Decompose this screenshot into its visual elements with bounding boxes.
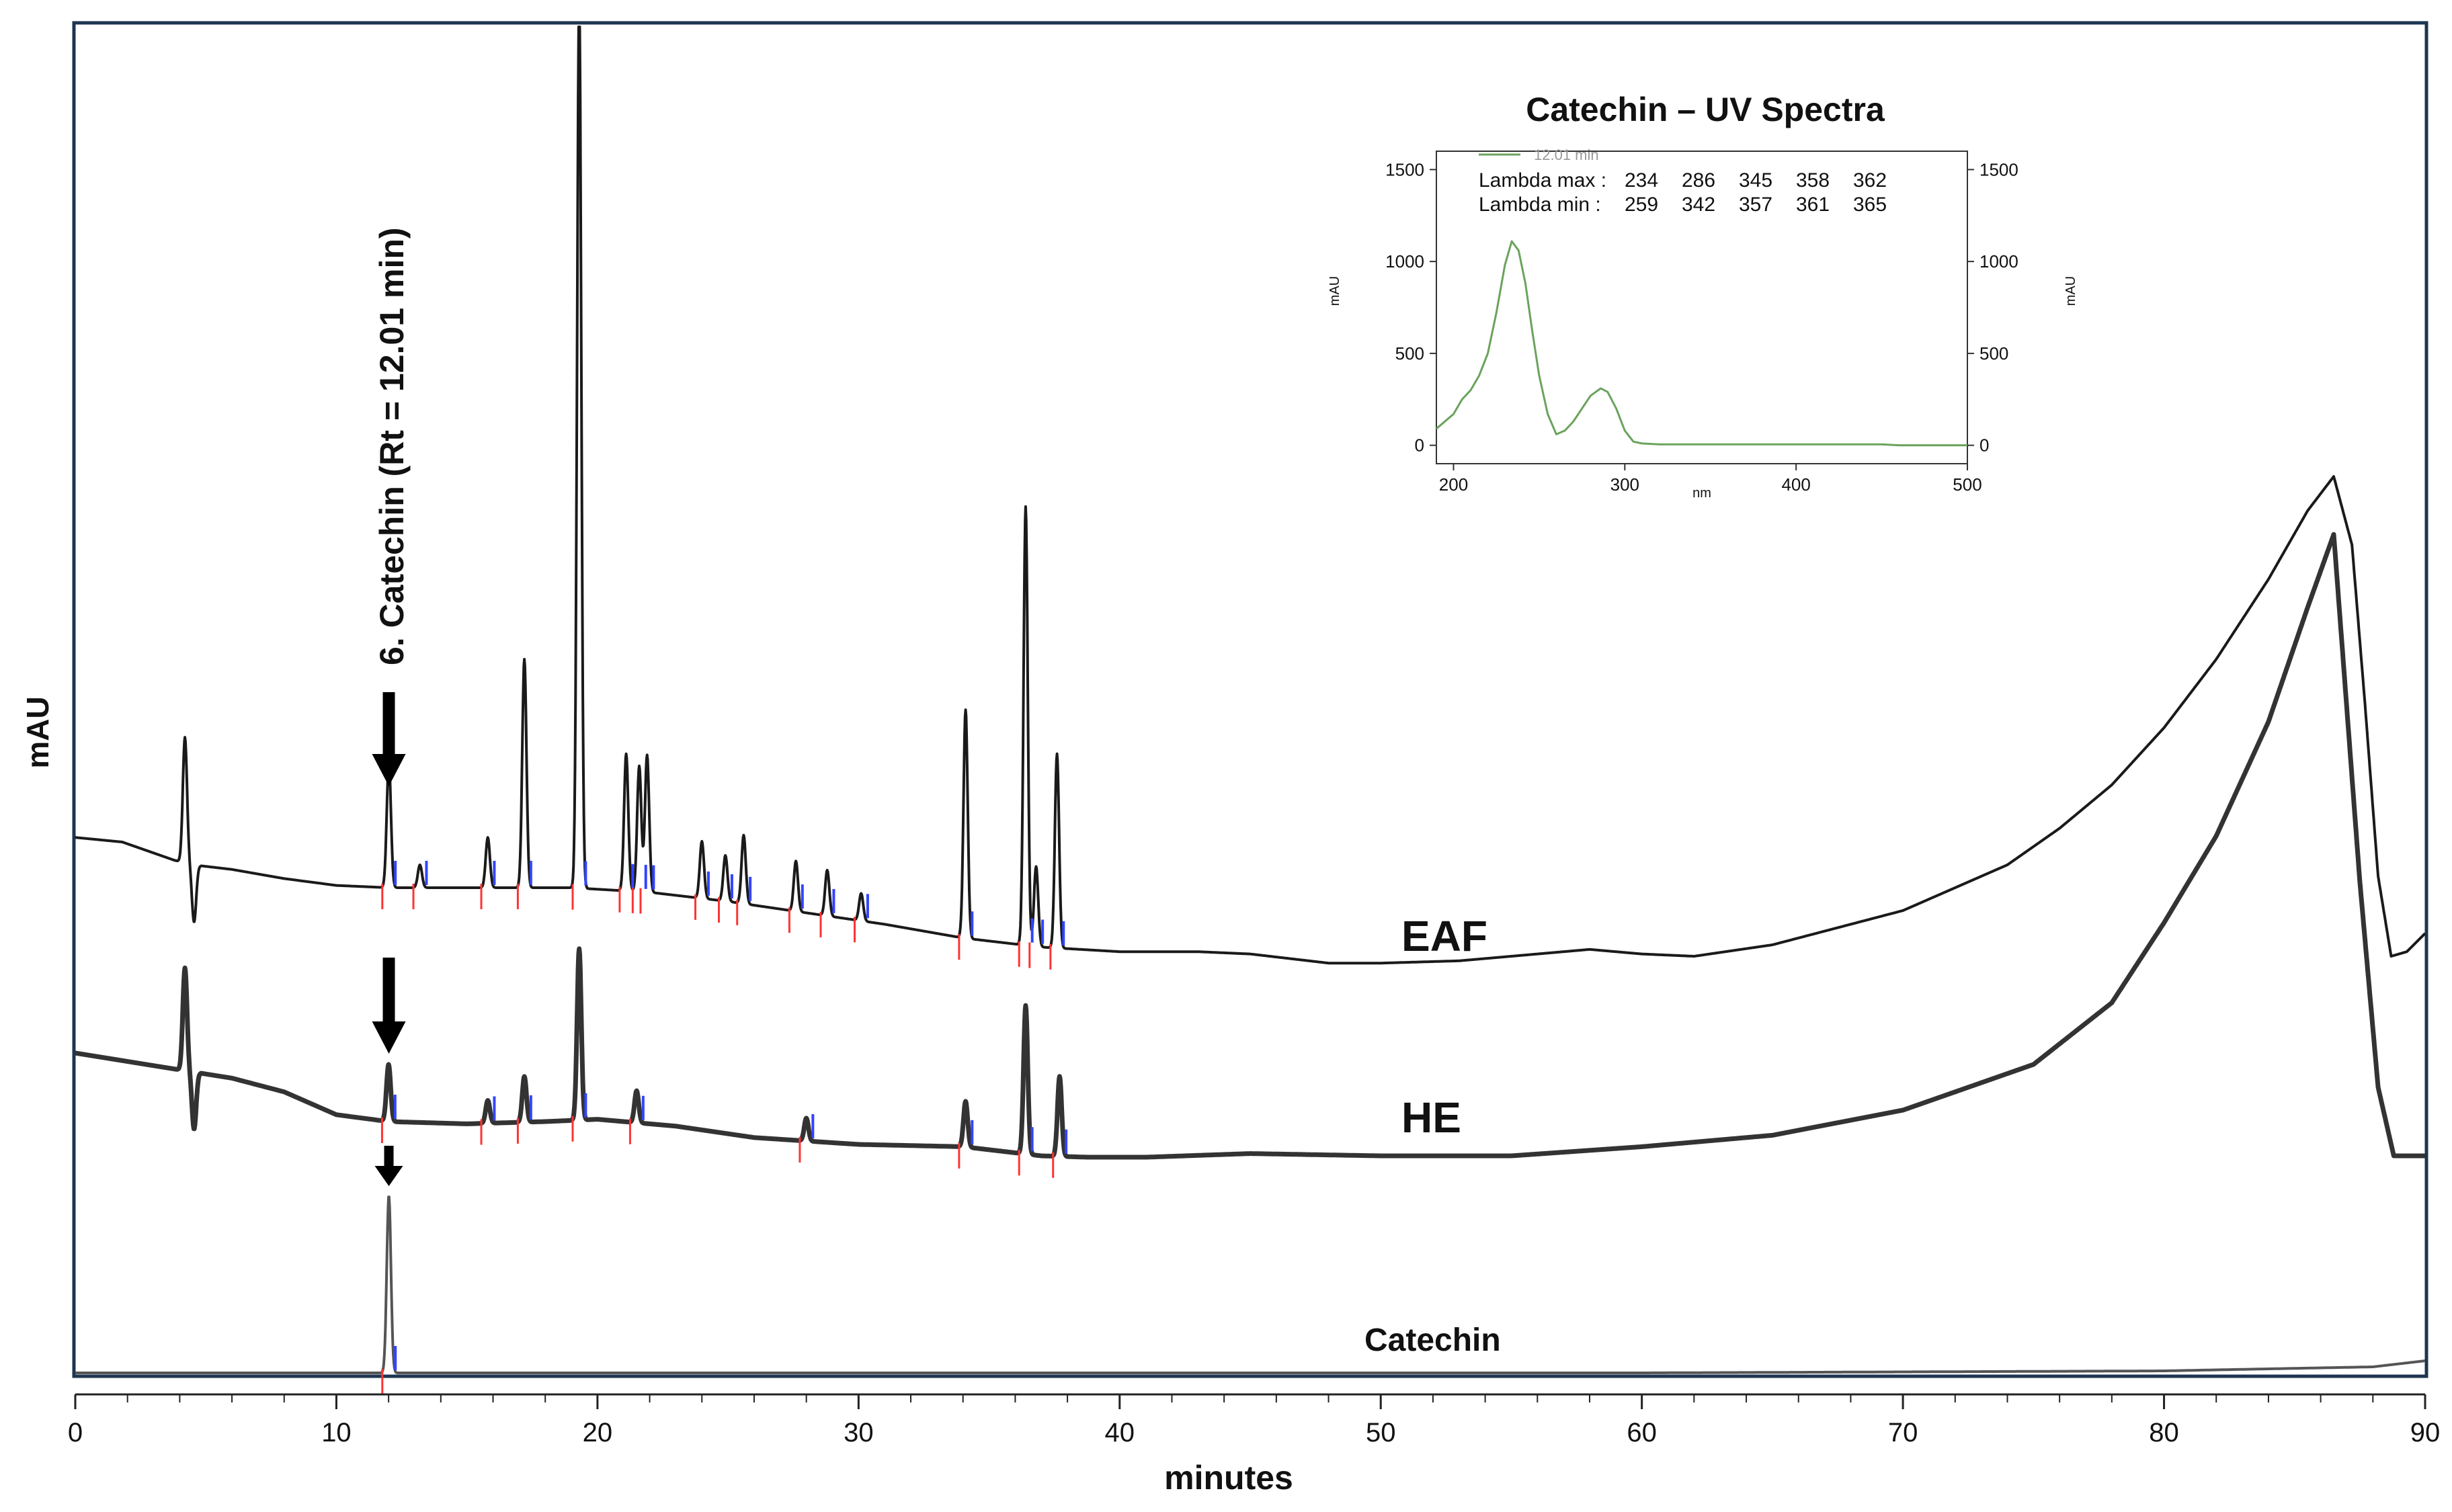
lambda-value: 358 <box>1796 169 1830 192</box>
inset-y-tick-label-right: 0 <box>1979 435 1989 456</box>
inset-plot-frame <box>1436 151 1968 464</box>
lambda-value: 362 <box>1853 169 1887 192</box>
trace-catechin <box>74 1195 2426 1374</box>
x-tick-label: 30 <box>844 1418 874 1447</box>
inset-x-tick-label: 300 <box>1610 474 1639 495</box>
x-tick-label: 60 <box>1627 1418 1657 1447</box>
inset-y-tick-label-right: 1000 <box>1979 251 2018 271</box>
x-axis: 0 10 20 30 40 50 60 70 80 90 <box>68 1393 2441 1447</box>
uv-spectrum-inset: Catechin – UV Spectra 200 300 400 500 0 0 500 5… <box>1327 91 2078 501</box>
inset-x-tick-label: 200 <box>1439 474 1468 495</box>
main-traces <box>73 26 2427 1374</box>
lambda-value: 286 <box>1682 169 1715 192</box>
inset-y-tick-label-left: 0 <box>1415 435 1424 456</box>
inset-x-tick-label: 400 <box>1781 474 1810 495</box>
trace-he <box>73 532 2427 1160</box>
inset-y-tick-label-left: 1500 <box>1385 159 1424 179</box>
lambda-value: 234 <box>1625 169 1658 192</box>
x-tick-label: 70 <box>1888 1418 1918 1447</box>
lambda-min-label: Lambda min : <box>1479 194 1601 216</box>
inset-x-tick-label: 500 <box>1953 474 1981 495</box>
inset-spectrum <box>1436 240 1967 447</box>
inset-y-axis-label-left: mAU <box>1327 276 1342 306</box>
lambda-value: 365 <box>1853 194 1887 216</box>
inset-legend-label: 12.01 min <box>1534 146 1599 163</box>
inset-x-axis-label: nm <box>1692 486 1711 501</box>
x-tick-label: 80 <box>2149 1418 2179 1447</box>
inset-axes: 200 300 400 500 0 0 500 500 1000 1000 1500 1500 <box>1385 159 2018 495</box>
inset-y-tick-label-left: 1000 <box>1385 251 1424 271</box>
lambda-value: 345 <box>1739 169 1772 192</box>
x-tick-label: 90 <box>2410 1418 2441 1447</box>
down-arrow-icon <box>372 958 406 1054</box>
he-trace-label: HE <box>1401 1093 1461 1142</box>
x-tick-label: 50 <box>1366 1418 1396 1447</box>
x-tick-label: 20 <box>583 1418 613 1447</box>
y-axis-label: mAU <box>20 696 55 768</box>
down-arrow-icon <box>374 1146 403 1186</box>
lambda-max-label: Lambda max : <box>1479 169 1606 192</box>
inset-y-tick-label-left: 500 <box>1395 343 1424 364</box>
trace-eaf <box>74 26 2426 965</box>
down-arrow-icon <box>372 692 406 786</box>
lambda-value: 342 <box>1682 194 1715 216</box>
catechin-standard-label: Catechin <box>1364 1322 1501 1358</box>
catechin-peak-annotation: 6. Catechin (Rt = 12.01 min) <box>373 227 411 665</box>
peak-markers <box>380 861 1068 1394</box>
lambda-value: 361 <box>1796 194 1830 216</box>
inset-y-tick-label-right: 1500 <box>1979 159 2018 179</box>
lambda-table-values: 234 286 345 358 362 259 342 357 361 365 <box>1625 169 1887 216</box>
uv-spectrum-line <box>1436 240 1967 447</box>
x-tick-label: 40 <box>1105 1418 1135 1447</box>
plot-frame <box>72 21 2428 1378</box>
x-axis-label: minutes <box>1164 1459 1293 1497</box>
peak-arrows <box>372 692 406 1186</box>
inset-y-tick-label-right: 500 <box>1979 343 2008 364</box>
inset-y-axis-label-right: mAU <box>2063 276 2078 306</box>
lambda-value: 259 <box>1625 194 1658 216</box>
lambda-value: 357 <box>1739 194 1772 216</box>
eaf-trace-label: EAF <box>1401 912 1487 960</box>
x-tick-label: 10 <box>321 1418 352 1447</box>
inset-title: Catechin – UV Spectra <box>1526 91 1885 128</box>
x-tick-label: 0 <box>68 1418 83 1447</box>
